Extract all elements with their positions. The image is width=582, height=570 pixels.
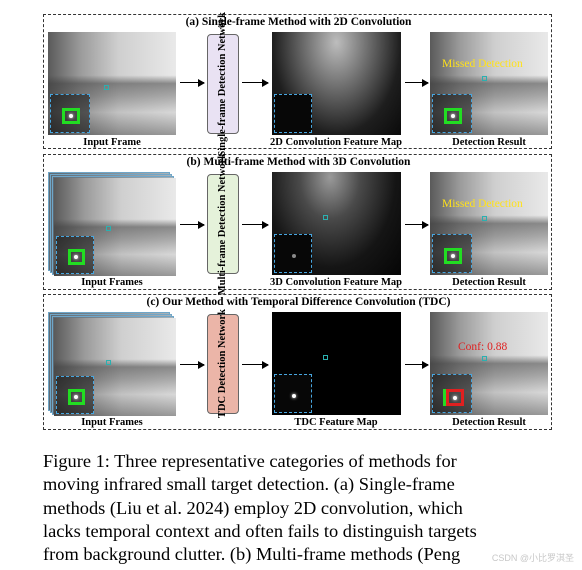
target-box <box>68 389 85 405</box>
caption-line: lacks temporal context and often fails t… <box>43 520 477 541</box>
target-box <box>444 108 462 124</box>
network-label: Single-frame Detection Network <box>217 11 228 157</box>
input-frames-image <box>54 318 176 416</box>
feature-map-image <box>272 312 401 415</box>
network-label: Multi-frame Detection Network <box>217 152 228 296</box>
target-box <box>68 249 85 265</box>
panel-b-title: (b) Multi-frame Method with 3D Convoluti… <box>186 156 411 168</box>
arrow-right <box>180 219 205 231</box>
target-marker <box>106 360 111 365</box>
panel-a: (a) Single-frame Method with 2D Convolut… <box>43 12 552 156</box>
target-marker <box>323 215 328 220</box>
network-box: Single-frame Detection Network <box>207 12 239 156</box>
arrow-right <box>405 77 429 89</box>
target-dot <box>74 255 78 259</box>
input-caption: Input Frame <box>83 137 141 148</box>
result-caption: Detection Result <box>452 417 526 428</box>
arrow-right <box>405 359 429 371</box>
network-label: TDC Detection Network <box>217 309 228 419</box>
target-marker <box>104 85 109 90</box>
watermark: CSDN @小比罗淇圣 <box>491 553 574 563</box>
target-box <box>444 248 462 264</box>
caption-line: Figure 1: Three representative categorie… <box>43 451 457 471</box>
detection-result-image: Missed Detection <box>430 172 548 275</box>
target-dot <box>453 396 457 400</box>
target-box <box>443 389 446 406</box>
zoom-inset <box>432 234 472 273</box>
input-caption: Input Frames <box>81 277 143 288</box>
feature-caption: 2D Convolution Feature Map <box>270 137 402 148</box>
detection-result-image: Missed Detection <box>430 32 548 135</box>
target-marker <box>482 216 487 221</box>
caption-line: moving infrared small target detection. … <box>43 474 455 495</box>
target-marker <box>482 356 487 361</box>
arrow-right <box>180 359 205 371</box>
arrow-right <box>242 359 269 371</box>
arrow-right <box>242 219 269 231</box>
target-dot <box>74 395 78 399</box>
panel-b: (b) Multi-frame Method with 3D Convoluti… <box>43 153 552 295</box>
result-caption: Detection Result <box>452 277 526 288</box>
zoom-inset <box>274 94 312 133</box>
arrow-right <box>405 219 429 231</box>
target-dot <box>292 254 296 258</box>
target-marker <box>323 355 328 360</box>
input-caption: Input Frames <box>81 417 143 428</box>
arrow-right <box>242 77 269 89</box>
missed-detection-label: Missed Detection <box>442 58 523 70</box>
caption-line: methods (Liu et al. 2024) employ 2D conv… <box>43 497 463 518</box>
detection-result-image: Conf: 0.88 <box>430 312 548 415</box>
network-box: Multi-frame Detection Network <box>207 153 239 295</box>
panel-c: (c) Our Method with Temporal Difference … <box>43 294 552 430</box>
arrow-right <box>180 77 205 89</box>
result-caption: Detection Result <box>452 137 526 148</box>
zoom-inset <box>274 234 312 273</box>
target-dot <box>451 114 455 118</box>
panel-a-title: (a) Single-frame Method with 2D Convolut… <box>185 16 412 28</box>
panel-c-title: (c) Our Method with Temporal Difference … <box>146 296 451 308</box>
zoom-inset <box>56 376 94 414</box>
input-frame-image <box>48 32 176 135</box>
feature-caption: TDC Feature Map <box>294 417 378 428</box>
target-marker <box>482 76 487 81</box>
detection-box <box>446 389 464 406</box>
zoom-inset <box>432 94 472 133</box>
target-marker <box>106 226 111 231</box>
missed-detection-label: Missed Detection <box>442 198 523 210</box>
feature-caption: 3D Convolution Feature Map <box>270 277 402 288</box>
zoom-inset <box>274 374 312 413</box>
zoom-inset <box>56 236 94 274</box>
zoom-inset <box>50 94 90 133</box>
target-box <box>62 108 80 124</box>
target-dot <box>451 254 455 258</box>
network-box: TDC Detection Network <box>207 309 239 419</box>
target-dot <box>292 394 296 398</box>
feature-map-image <box>272 172 401 275</box>
confidence-label: Conf: 0.88 <box>458 341 508 353</box>
figure-caption: Figure 1: Three representative categorie… <box>43 450 565 566</box>
feature-map-image <box>272 32 401 135</box>
input-frames-image <box>54 178 176 276</box>
caption-line: from background clutter. (b) Multi-frame… <box>43 544 461 565</box>
zoom-inset <box>432 374 472 413</box>
target-dot <box>69 114 73 118</box>
